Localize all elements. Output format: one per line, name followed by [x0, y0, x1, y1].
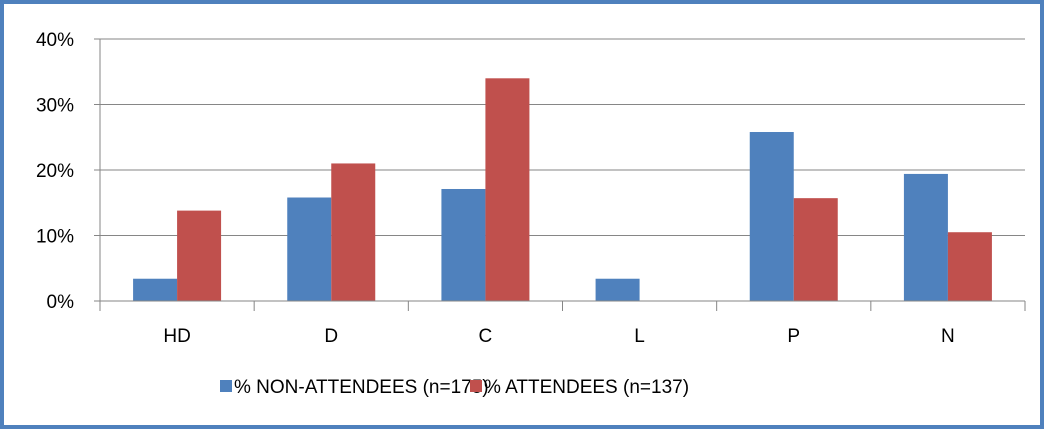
bar: [177, 210, 222, 301]
legend-label: % NON-ATTENDEES (n=175): [234, 377, 489, 398]
y-tick-label: 0%: [47, 292, 75, 313]
legend: % NON-ATTENDEES (n=175)% ATTENDEES (n=13…: [220, 377, 689, 398]
x-tick-label: C: [479, 326, 493, 347]
x-tick-label: P: [787, 326, 800, 347]
x-tick-label: N: [941, 326, 955, 347]
bar: [441, 188, 486, 301]
gridlines: [94, 38, 1025, 302]
bar: [133, 278, 178, 301]
bar: [947, 232, 992, 301]
bar: [331, 163, 376, 301]
y-tick-label: 20%: [36, 161, 74, 182]
x-tick-label: L: [634, 326, 645, 347]
y-tick-label: 10%: [36, 227, 74, 248]
x-tick-label: HD: [163, 326, 190, 347]
bars: [133, 78, 992, 301]
y-tick-label: 30%: [36, 96, 74, 117]
bar: [793, 198, 838, 301]
legend-swatch: [470, 380, 482, 392]
y-tick-label: 40%: [36, 30, 74, 51]
bar: [903, 173, 948, 301]
x-axis: HD D C L P N: [99, 39, 1026, 347]
bar: [485, 78, 530, 301]
legend-label: % ATTENDEES (n=137): [484, 377, 689, 398]
bar: [595, 278, 640, 301]
x-tick-label: D: [324, 326, 338, 347]
bar: [749, 132, 794, 301]
legend-swatch: [220, 380, 232, 392]
y-axis-ticks: 0% 10% 20% 30% 40%: [36, 30, 74, 313]
bar: [287, 197, 332, 301]
